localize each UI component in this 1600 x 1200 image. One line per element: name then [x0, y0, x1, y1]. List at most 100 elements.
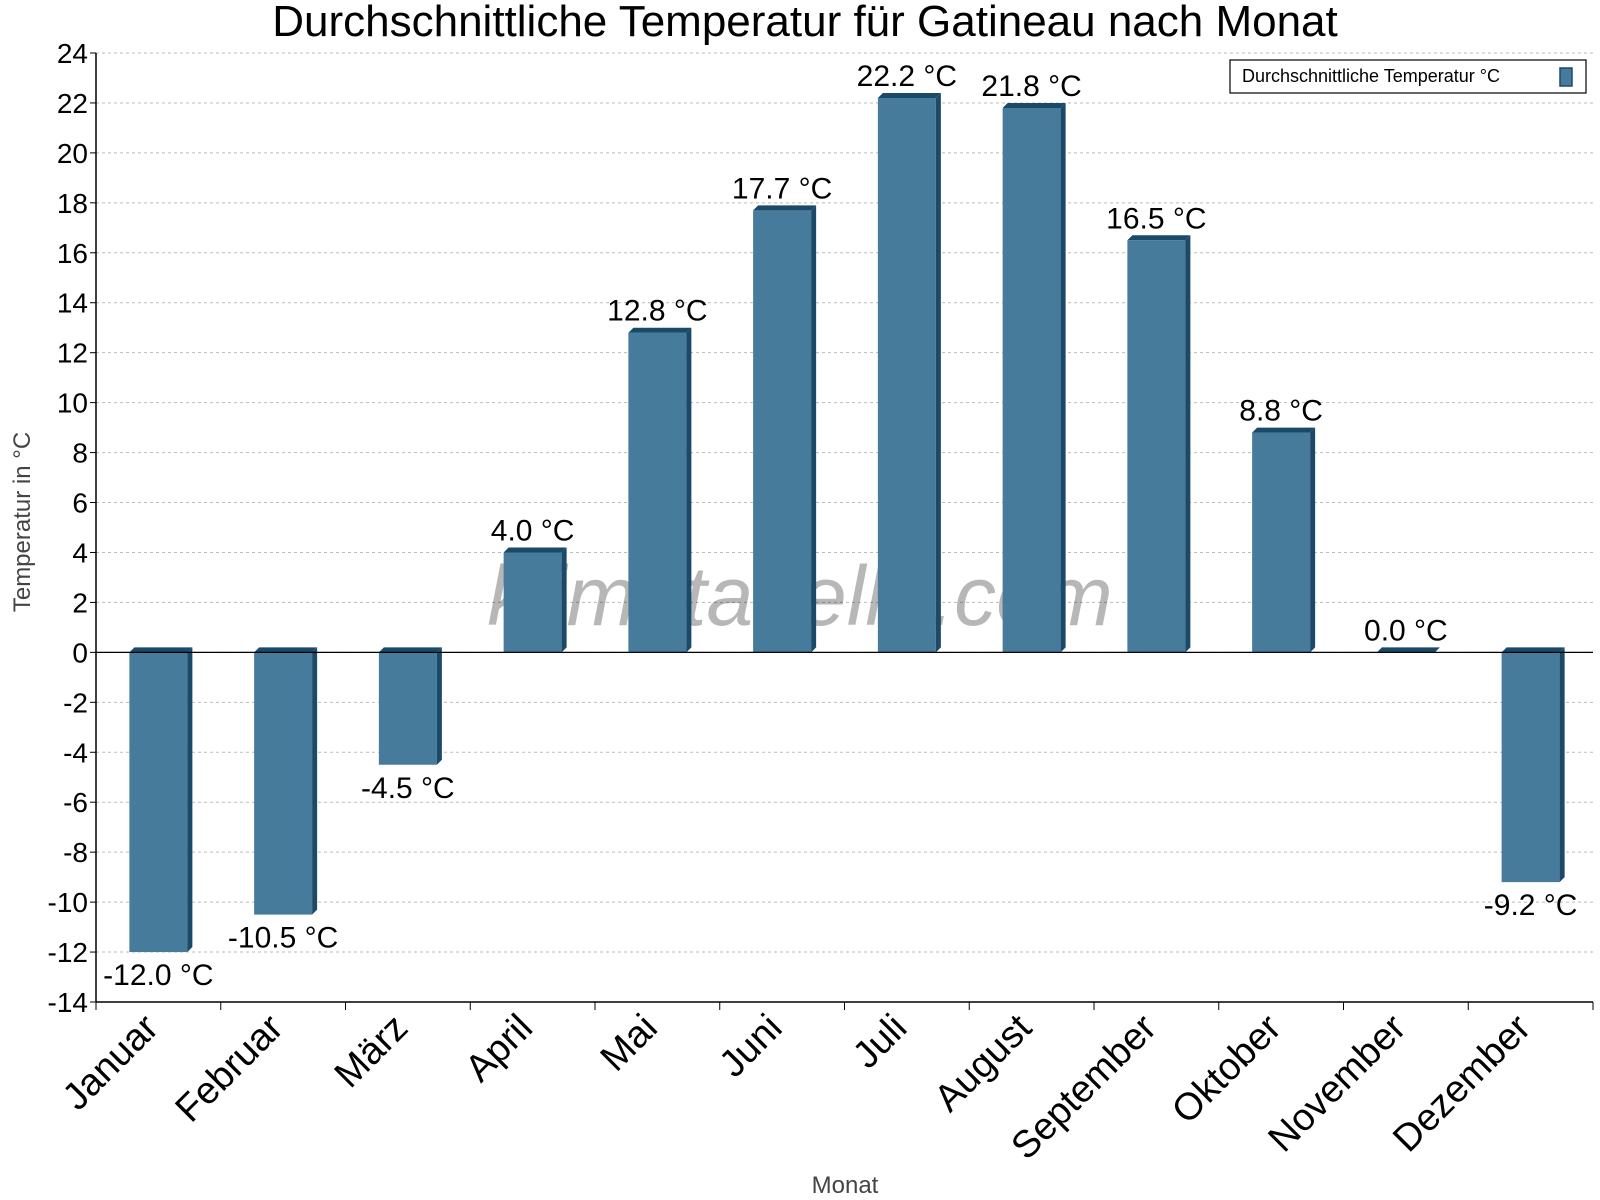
grid: [96, 52, 1593, 1003]
bar-top: [503, 547, 567, 553]
y-tick-label: 12: [57, 338, 88, 369]
bar-side: [187, 647, 193, 953]
data-label: 0.0 °C: [1364, 614, 1448, 647]
data-label: 8.8 °C: [1239, 395, 1323, 428]
bar-face: [753, 210, 812, 653]
bar-side: [1185, 235, 1191, 653]
y-tick-label: 16: [57, 238, 88, 269]
bar-face: [1501, 652, 1560, 883]
bar-face: [877, 97, 936, 653]
bar-face: [378, 652, 437, 765]
y-tick-label: 14: [57, 288, 88, 319]
bar-face: [1127, 240, 1186, 653]
data-labels: -12.0 °C -10.5 °C -4.5 °C 4.0 °C 12.8 °C 17.7…: [103, 60, 1577, 992]
bar-top: [129, 647, 193, 653]
x-tick-label: Juni: [711, 1007, 790, 1086]
bar-side: [312, 647, 318, 915]
x-ticks: Januar Februar März April Mai Juni Juli AugustS…: [55, 1002, 1594, 1168]
bar-top: [1501, 647, 1565, 653]
x-tick-label: März: [327, 1007, 416, 1096]
bar-side: [1310, 427, 1316, 653]
data-label: -4.5 °C: [361, 772, 455, 805]
x-tick-label: Juli: [845, 1007, 915, 1077]
data-label: 17.7 °C: [732, 172, 832, 205]
x-tick-label: Februar: [168, 1006, 292, 1130]
bar-juni: [753, 205, 817, 653]
data-label: -9.2 °C: [1484, 889, 1578, 922]
bar-top: [1376, 647, 1440, 653]
bar-top: [1252, 427, 1316, 433]
bar-side: [935, 92, 941, 653]
bar-face: [628, 332, 687, 653]
data-label: 4.0 °C: [491, 514, 575, 547]
y-tick-label: 18: [57, 188, 88, 219]
y-tick-label: 4: [72, 537, 88, 568]
x-axis-label: Monat: [812, 1172, 879, 1199]
legend: Durchschnittliche Temperatur °C: [1229, 59, 1587, 94]
bars: [129, 92, 1565, 953]
bar-face: [129, 652, 188, 953]
legend-box: [1229, 59, 1587, 94]
y-tick-label: 10: [57, 388, 88, 419]
y-tick-label: 2: [72, 587, 88, 618]
bar-januar: [129, 647, 193, 953]
bar-april: [503, 547, 567, 653]
y-tick-label: -2: [63, 687, 88, 718]
bar-top: [628, 327, 692, 333]
bar-side: [1060, 102, 1066, 653]
bar-face: [1002, 107, 1061, 653]
bar-august: [1002, 102, 1066, 653]
bar-top: [1002, 102, 1066, 108]
y-tick-label: 0: [72, 637, 88, 668]
bar-top: [1127, 235, 1191, 241]
bar-februar: [254, 647, 318, 915]
bar-juli: [877, 92, 941, 653]
y-tick-label: -6: [63, 787, 88, 818]
y-tick-label: -8: [63, 837, 88, 868]
bar-top: [254, 647, 318, 653]
bar-oktober: [1252, 427, 1316, 653]
x-tick-label: Dezember: [1385, 1006, 1539, 1160]
y-axis-label: Temperatur in °C: [9, 432, 36, 612]
bar-top: [378, 647, 442, 653]
axes: [95, 53, 1593, 1003]
data-label: 21.8 °C: [981, 70, 1081, 103]
bar-side: [561, 547, 567, 653]
data-label: -12.0 °C: [103, 959, 213, 992]
bar-side: [436, 647, 442, 765]
x-tick-label: August: [927, 1006, 1041, 1120]
y-tick-label: -14: [48, 987, 88, 1018]
x-tick-label: Mai: [593, 1007, 666, 1080]
y-tick-label: 22: [57, 88, 88, 119]
bar-face: [503, 552, 562, 653]
bar-september: [1127, 235, 1191, 653]
bar-side: [1559, 647, 1565, 883]
y-tick-label: -4: [63, 737, 88, 768]
y-tick-label: -12: [48, 937, 88, 968]
bar-top: [753, 205, 817, 211]
bar-november: [1376, 647, 1440, 653]
data-label: -10.5 °C: [228, 922, 338, 955]
data-label: 22.2 °C: [857, 60, 957, 93]
y-tick-label: 20: [57, 138, 88, 169]
y-tick-label: 24: [57, 38, 88, 69]
data-label: 12.8 °C: [607, 295, 707, 328]
bar-side: [811, 205, 817, 653]
bar-mai: [628, 327, 692, 653]
legend-swatch: [1559, 67, 1573, 87]
x-tick-label: Oktober: [1164, 1006, 1290, 1132]
data-label: 16.5 °C: [1106, 202, 1206, 235]
bar-face: [254, 652, 313, 915]
bar-side: [686, 327, 692, 653]
y-tick-label: 8: [72, 438, 88, 469]
x-tick-label: Januar: [55, 1006, 167, 1118]
bar-top: [877, 92, 941, 98]
y-tick-label: 6: [72, 488, 88, 519]
y-tick-label: -10: [48, 887, 88, 918]
bar-dezember: [1501, 647, 1565, 883]
bar-märz: [378, 647, 442, 765]
x-tick-label: April: [458, 1007, 541, 1090]
chart-title: Durchschnittliche Temperatur für Gatinea…: [272, 0, 1338, 46]
